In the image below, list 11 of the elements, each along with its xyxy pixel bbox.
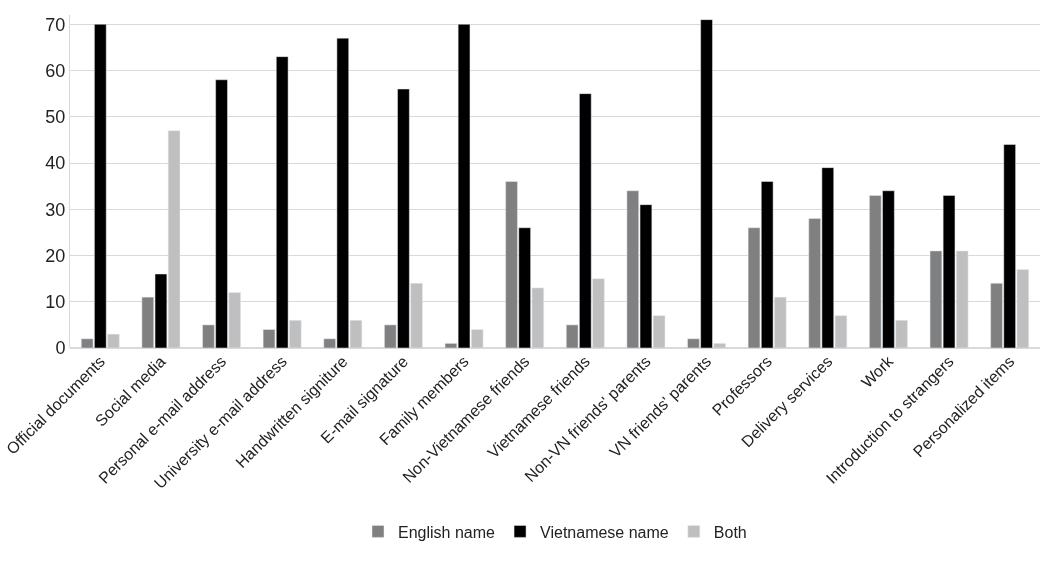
legend-label: Both bbox=[713, 523, 747, 541]
y-tick-label: 20 bbox=[45, 245, 66, 266]
y-tick-label: 10 bbox=[45, 292, 66, 313]
legend-label: Vietnamese name bbox=[540, 523, 669, 541]
y-tick-label: 60 bbox=[45, 60, 66, 81]
y-tick-label: 40 bbox=[45, 153, 66, 174]
y-tick-label: 50 bbox=[45, 107, 66, 128]
y-tick-label: 0 bbox=[55, 338, 66, 359]
y-tick-label: 30 bbox=[45, 199, 66, 220]
y-tick-label: 70 bbox=[45, 14, 66, 35]
legend-label: English name bbox=[398, 523, 496, 541]
